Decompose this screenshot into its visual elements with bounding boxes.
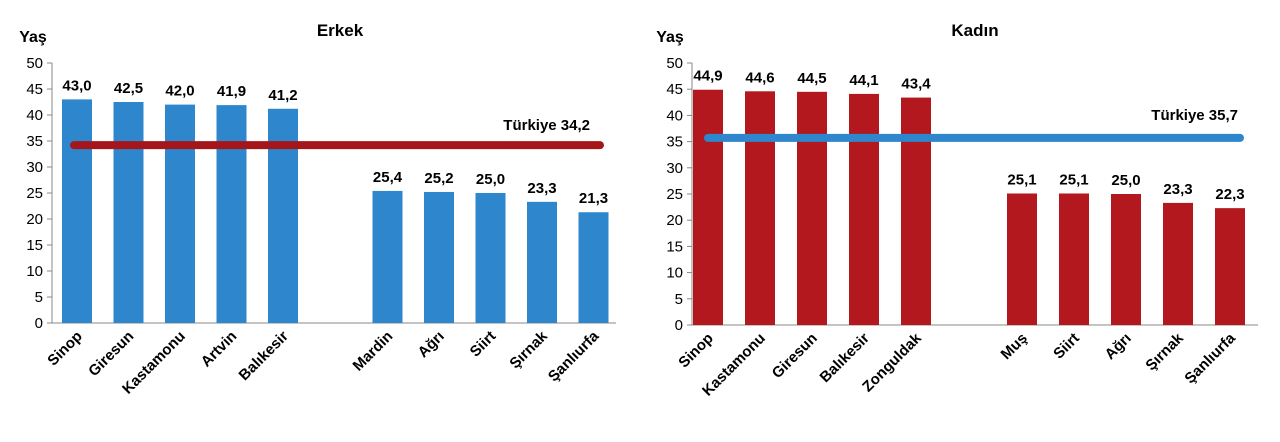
bar <box>424 191 454 323</box>
bar <box>165 104 195 323</box>
bar-value-label: 42,5 <box>114 80 143 97</box>
y-tick-label: 45 <box>26 81 43 98</box>
chart-panel-2: Kadın Yaş 0 5 10 15 20 25 30 35 40 45 50 44,9 Sinop 44,… <box>656 21 1258 400</box>
bar <box>1007 193 1037 325</box>
y-tick-label: 30 <box>26 159 43 176</box>
category-label: Balıkesir <box>236 328 292 384</box>
y-tick-label: 15 <box>666 238 683 255</box>
bar <box>849 93 879 325</box>
y-tick-label: 40 <box>666 107 683 124</box>
y-axis-label: Yaş <box>656 29 684 46</box>
y-tick-label: 40 <box>26 107 43 124</box>
bar <box>1163 202 1193 325</box>
y-tick-label: 10 <box>666 265 683 282</box>
category-label: Ağrı <box>415 328 448 361</box>
bar <box>901 97 931 325</box>
bar-value-label: 41,9 <box>217 83 246 100</box>
category-label: Şanlıurfa <box>1181 329 1239 387</box>
bar-value-label: 25,1 <box>1007 171 1036 188</box>
bar <box>113 102 144 323</box>
y-tick-label: 5 <box>35 289 43 306</box>
category-label: Giresun <box>769 330 821 382</box>
category-label: Ağrı <box>1102 330 1135 363</box>
bar-value-label: 23,3 <box>527 180 556 197</box>
bar-value-label: 41,2 <box>268 87 297 104</box>
category-label: Şırnak <box>1142 329 1187 374</box>
bar-value-label: 43,0 <box>62 77 91 94</box>
y-tick-label: 30 <box>666 160 683 177</box>
bar-value-label: 44,5 <box>797 70 826 87</box>
y-tick-label: 45 <box>666 81 683 98</box>
y-tick-label: 25 <box>666 186 683 203</box>
category-label: Şırnak <box>506 327 551 372</box>
category-label: Muş <box>998 330 1031 363</box>
category-label: Mardin <box>350 328 397 375</box>
category-label: Siirt <box>1050 330 1083 363</box>
chart-title: Kadın <box>951 21 998 40</box>
y-tick-label: 35 <box>666 134 683 151</box>
y-tick-label: 0 <box>35 315 43 332</box>
bar <box>527 201 557 323</box>
bar <box>1059 193 1089 325</box>
reference-label: Türkiye 34,2 <box>503 117 590 134</box>
bar-value-label: 25,1 <box>1059 171 1088 188</box>
bar-value-label: 44,9 <box>693 68 722 85</box>
bar <box>372 190 403 323</box>
bar <box>1111 194 1141 325</box>
bar-value-label: 22,3 <box>1215 186 1244 203</box>
y-tick-label: 25 <box>26 185 43 202</box>
bar <box>268 108 298 323</box>
y-tick-label: 10 <box>26 263 43 280</box>
y-tick-label: 15 <box>26 237 43 254</box>
category-label: Sinop <box>44 328 85 369</box>
y-axis-label: Yaş <box>19 29 47 46</box>
bar <box>475 193 506 323</box>
category-label: Artvin <box>198 328 241 371</box>
bar-value-label: 44,6 <box>745 69 774 86</box>
bar <box>745 91 775 326</box>
bar <box>578 212 609 323</box>
bar-value-label: 25,0 <box>476 171 505 188</box>
y-tick-label: 20 <box>666 212 683 229</box>
y-tick-label: 50 <box>26 55 43 72</box>
bar <box>62 99 92 324</box>
bar-value-label: 25,4 <box>373 169 403 186</box>
bar-value-label: 21,3 <box>579 190 608 207</box>
reference-label: Türkiye 35,7 <box>1151 107 1238 124</box>
y-tick-label: 0 <box>675 317 683 334</box>
bar-value-label: 42,0 <box>165 83 194 100</box>
chart-title: Erkek <box>317 21 364 40</box>
bar <box>216 105 247 324</box>
bar-value-label: 25,2 <box>424 170 453 187</box>
category-label: Giresun <box>85 328 137 380</box>
y-tick-label: 50 <box>666 55 683 72</box>
category-label: Şanlıurfa <box>545 327 603 385</box>
bar <box>1215 208 1245 325</box>
y-tick-label: 20 <box>26 211 43 228</box>
bar-value-label: 23,3 <box>1163 181 1192 198</box>
chart-panel-1: Erkek Yaş 0 5 10 15 20 25 30 35 40 45 50 43,0 Sinop 42,… <box>19 21 616 398</box>
y-tick-label: 5 <box>675 291 683 308</box>
bar <box>797 91 827 325</box>
bar-value-label: 43,4 <box>901 76 931 93</box>
bar <box>693 89 723 325</box>
y-tick-label: 35 <box>26 133 43 150</box>
bar-value-label: 44,1 <box>849 72 878 89</box>
bar-value-label: 25,0 <box>1111 172 1140 189</box>
category-label: Siirt <box>467 328 500 361</box>
category-label: Sinop <box>675 330 716 371</box>
